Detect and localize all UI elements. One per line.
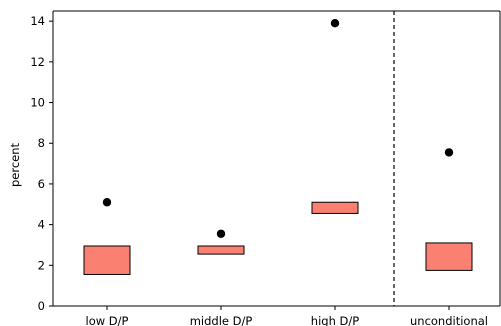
- x-tick-label: middle D/P: [190, 314, 253, 326]
- range-box: [425, 242, 473, 271]
- y-tick-label: 0: [38, 299, 45, 313]
- y-tick-label: 6: [38, 177, 45, 191]
- data-point: [102, 198, 112, 207]
- y-tick-label: 12: [30, 55, 45, 69]
- y-tick-label: 2: [38, 258, 45, 272]
- y-tick-label: 4: [38, 218, 45, 232]
- x-tick-label: low D/P: [86, 314, 129, 326]
- y-tick-label: 8: [38, 136, 45, 150]
- x-tick-label: unconditional: [410, 314, 488, 326]
- y-tick-label: 10: [30, 96, 45, 110]
- y-tick-label: 14: [30, 14, 45, 28]
- range-box: [311, 201, 359, 214]
- y-axis-label: percent: [8, 142, 22, 187]
- range-box: [197, 245, 245, 255]
- range-box: [83, 245, 131, 275]
- data-point: [444, 148, 454, 157]
- x-tick-label: high D/P: [311, 314, 359, 326]
- plot-area: 0 2 4 6 8 10 12 14 low D/P middle D/P high D/P unco…: [30, 10, 501, 326]
- data-point: [330, 19, 340, 28]
- data-point: [216, 229, 226, 238]
